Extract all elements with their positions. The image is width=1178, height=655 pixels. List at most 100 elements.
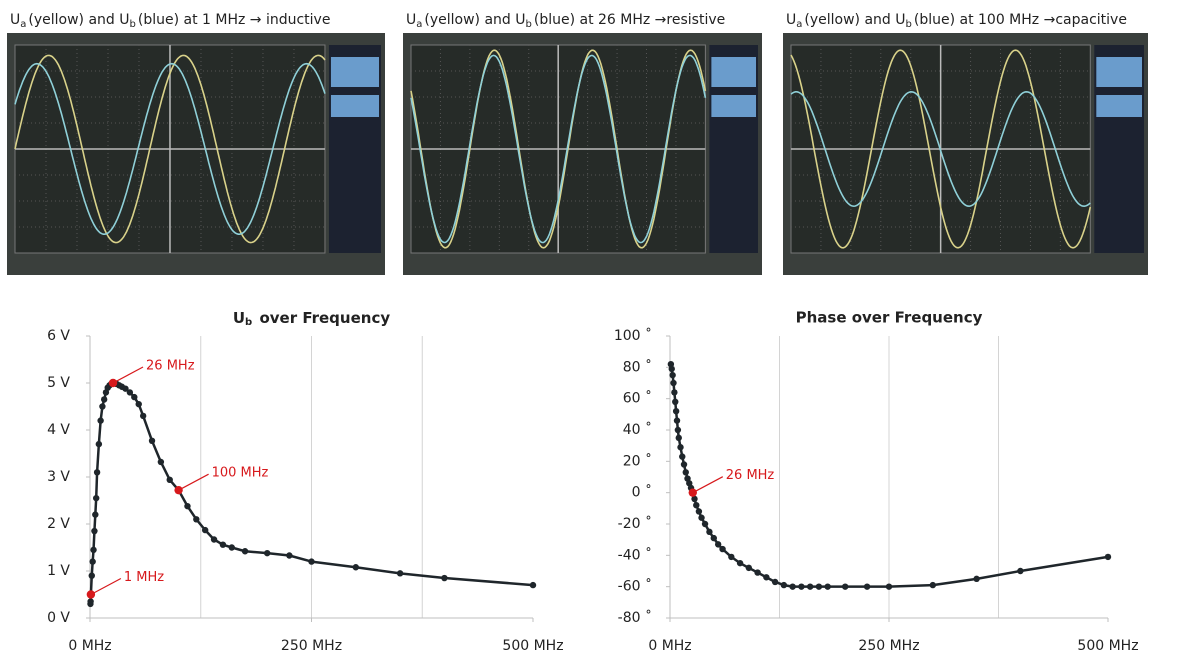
data-point bbox=[675, 434, 682, 442]
x-tick-label: 250 MHz bbox=[858, 638, 919, 654]
data-point bbox=[100, 396, 108, 403]
annotation-point bbox=[688, 488, 697, 497]
y-tick-label: 3 V bbox=[47, 469, 70, 485]
scope-trace bbox=[410, 49, 707, 249]
scope-trace bbox=[14, 54, 326, 244]
subscript: a bbox=[416, 19, 422, 30]
data-point bbox=[714, 541, 722, 548]
data-point bbox=[745, 564, 753, 572]
data-point bbox=[680, 461, 688, 468]
scope-trace bbox=[410, 54, 707, 244]
data-point bbox=[139, 412, 147, 420]
data-point bbox=[93, 469, 101, 476]
data-point bbox=[780, 581, 788, 589]
photo-caption: Ua (yellow) and Ub (blue) at 26 MHz →resis… bbox=[406, 12, 725, 30]
photo-caption: Ua (yellow) and Ub (blue) at 100 MHz →capa… bbox=[786, 12, 1127, 30]
data-point bbox=[863, 583, 871, 590]
data-point bbox=[682, 469, 689, 476]
y-tick-label: -60 ˚ bbox=[618, 578, 652, 595]
text-part: U bbox=[406, 12, 416, 28]
y-tick-label: 0 V bbox=[47, 610, 70, 626]
subscript: a bbox=[20, 19, 26, 30]
y-tick-label: 80 ˚ bbox=[623, 358, 652, 375]
data-point bbox=[806, 583, 814, 590]
data-point bbox=[166, 476, 173, 484]
data-point bbox=[92, 511, 99, 518]
data-point bbox=[719, 545, 726, 553]
text-part: (yellow) and U bbox=[804, 12, 905, 28]
data-point bbox=[286, 552, 293, 559]
y-tick-label: 60 ˚ bbox=[623, 390, 652, 407]
annotation-point bbox=[174, 485, 183, 495]
text-part: U bbox=[10, 12, 20, 28]
data-point bbox=[184, 502, 191, 510]
data-point bbox=[706, 528, 713, 536]
data-point bbox=[201, 526, 209, 534]
data-point bbox=[771, 578, 779, 586]
scope-menu bbox=[330, 57, 379, 87]
subscript: b bbox=[526, 19, 532, 30]
data-point bbox=[1017, 567, 1024, 575]
data-point bbox=[679, 453, 686, 460]
data-point bbox=[131, 393, 138, 401]
data-point bbox=[93, 494, 100, 502]
data-point bbox=[529, 581, 537, 589]
text-part: (yellow) and U bbox=[28, 12, 129, 28]
subscript: b bbox=[130, 19, 136, 30]
data-point bbox=[1104, 553, 1112, 561]
annotation-leader bbox=[178, 473, 209, 491]
x-tick-label: 0 MHz bbox=[68, 638, 111, 654]
x-tick-label: 500 MHz bbox=[502, 638, 563, 654]
chart-title: Ub over Frequency bbox=[233, 309, 390, 329]
data-point bbox=[441, 574, 448, 582]
data-point bbox=[672, 408, 680, 415]
data-point bbox=[929, 581, 936, 589]
scope-menu bbox=[711, 57, 756, 87]
data-point bbox=[670, 379, 677, 387]
data-point bbox=[673, 417, 681, 424]
text-part: (blue) at 1 MHz → inductive bbox=[138, 12, 331, 28]
data-point bbox=[824, 583, 831, 590]
y-tick-label: 0 ˚ bbox=[632, 484, 652, 501]
annotation-label: 100 MHz bbox=[212, 466, 269, 481]
text-part: (blue) at 100 MHz →capacitive bbox=[914, 12, 1127, 28]
data-point bbox=[763, 574, 770, 581]
data-point bbox=[674, 426, 682, 434]
text-part: (yellow) and U bbox=[424, 12, 525, 28]
text-part: U bbox=[233, 309, 245, 327]
data-point bbox=[90, 546, 97, 554]
data-point bbox=[754, 569, 761, 576]
data-point bbox=[701, 520, 709, 528]
photo-caption: Ua (yellow) and Ub (blue) at 1 MHz → induc… bbox=[10, 12, 330, 30]
y-tick-label: -40 ˚ bbox=[618, 546, 652, 563]
annotation-leader bbox=[90, 577, 122, 596]
data-point bbox=[815, 583, 823, 590]
scope-menu bbox=[1096, 95, 1142, 117]
data-point bbox=[695, 508, 703, 515]
data-point bbox=[193, 516, 200, 523]
annotation-label: 1 MHz bbox=[124, 570, 164, 585]
data-point bbox=[671, 389, 678, 396]
data-point bbox=[728, 553, 735, 561]
data-point bbox=[95, 440, 103, 448]
data-point bbox=[691, 495, 698, 503]
data-point bbox=[210, 536, 218, 543]
data-point bbox=[219, 541, 227, 548]
y-tick-label: 20 ˚ bbox=[623, 452, 652, 469]
data-point bbox=[352, 564, 359, 571]
y-tick-label: -20 ˚ bbox=[618, 515, 652, 532]
annotation-label: 26 MHz bbox=[146, 359, 195, 374]
y-tick-label: 1 V bbox=[47, 563, 70, 579]
scope-trace bbox=[790, 49, 1092, 249]
text-part: U bbox=[786, 12, 796, 28]
text-part: (blue) at 26 MHz →resistive bbox=[534, 12, 725, 28]
x-tick-label: 0 MHz bbox=[648, 638, 691, 654]
y-tick-label: 100 ˚ bbox=[614, 327, 652, 344]
data-point bbox=[710, 534, 717, 542]
data-point bbox=[669, 371, 676, 379]
y-tick-label: 5 V bbox=[47, 375, 70, 391]
data-point bbox=[157, 458, 165, 466]
x-tick-label: 250 MHz bbox=[281, 638, 342, 654]
subscript: a bbox=[796, 19, 802, 30]
